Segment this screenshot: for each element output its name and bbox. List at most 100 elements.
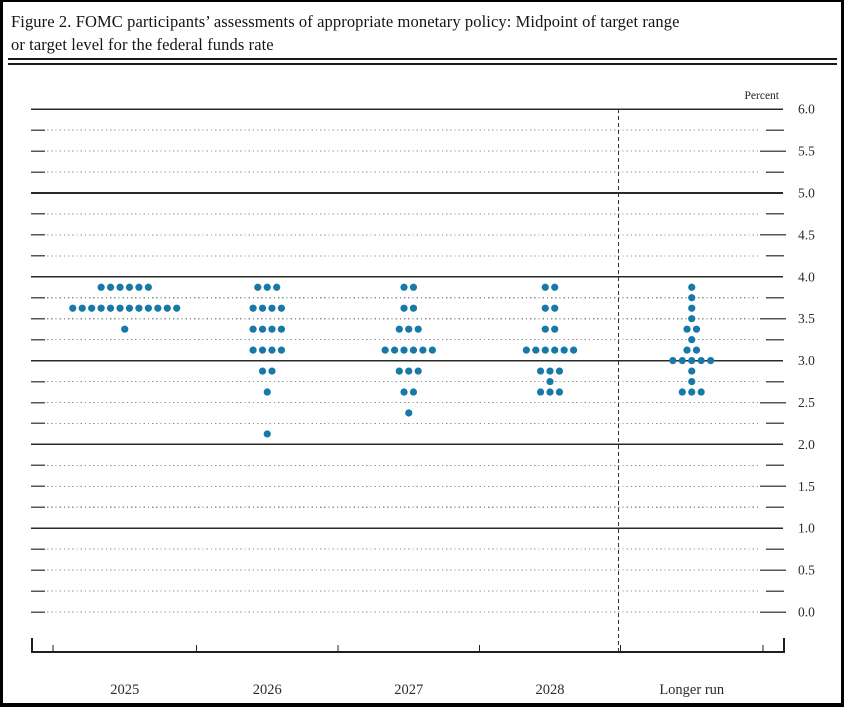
projection-dot <box>546 388 554 396</box>
projection-dot <box>249 304 257 312</box>
x-axis-category-label: 2027 <box>394 682 423 698</box>
projection-dot <box>419 346 427 354</box>
y-axis-label: 4.5 <box>798 227 815 242</box>
projection-dot <box>405 409 413 417</box>
projection-dot <box>697 357 705 365</box>
y-axis-label: 3.0 <box>798 353 815 368</box>
projection-dot <box>144 283 152 291</box>
projection-dot <box>258 325 267 333</box>
projection-dot <box>522 346 530 354</box>
y-axis-label: 0.0 <box>798 605 815 620</box>
projection-dot <box>258 304 267 312</box>
y-axis-label: 5.0 <box>798 186 815 201</box>
projection-dot <box>97 304 105 312</box>
y-axis-unit-label: Percent <box>744 90 779 102</box>
projection-dot <box>277 304 286 312</box>
projection-dot <box>551 325 559 333</box>
projection-dot <box>400 346 408 354</box>
projection-dot <box>541 325 549 333</box>
projection-dot <box>688 294 696 302</box>
projection-dot <box>277 346 286 354</box>
projection-dot <box>277 325 286 333</box>
projection-dot <box>116 283 124 291</box>
projection-dot <box>249 325 257 333</box>
projection-dot <box>555 388 564 396</box>
projection-dot <box>546 367 554 375</box>
projection-dot <box>69 304 77 312</box>
projection-dot <box>395 367 403 375</box>
x-axis <box>31 638 785 653</box>
projection-dot <box>688 377 696 386</box>
projection-dot <box>683 325 691 333</box>
y-axis-label: 1.5 <box>798 479 815 494</box>
projection-dot <box>258 367 267 375</box>
projection-dot <box>116 304 124 312</box>
projection-dot <box>560 346 568 354</box>
projection-dot <box>106 304 115 312</box>
projection-dot <box>669 357 677 365</box>
y-axis-label: 3.5 <box>798 311 815 326</box>
projection-dot <box>536 388 545 396</box>
projection-dot <box>263 388 271 396</box>
projection-dot <box>135 304 143 312</box>
projection-dot <box>173 304 181 312</box>
projection-dot <box>555 367 564 375</box>
y-axis-label: 4.0 <box>798 269 815 284</box>
projection-dot <box>428 346 436 354</box>
projection-dot <box>249 346 257 354</box>
y-axis-label: 2.5 <box>798 395 815 410</box>
projection-dot <box>541 346 549 354</box>
projection-dot <box>688 336 696 344</box>
projection-dot <box>414 367 422 375</box>
projection-dot <box>268 367 276 375</box>
projection-dot <box>707 357 715 365</box>
projection-dot <box>551 283 559 291</box>
title-divider-rule <box>8 58 837 65</box>
projection-dot <box>546 377 554 386</box>
projection-dot <box>268 346 276 354</box>
projection-dot <box>263 283 271 291</box>
projection-dot <box>390 346 399 354</box>
projection-dot <box>88 304 96 312</box>
x-axis-category-label: 2028 <box>536 682 565 698</box>
projection-dot <box>400 283 408 291</box>
projection-dot <box>258 346 267 354</box>
projection-dot <box>678 357 686 365</box>
projection-dot <box>121 325 129 333</box>
figure-title-line1: Figure 2. FOMC participants’ assessments… <box>11 12 680 31</box>
projection-dot <box>536 367 545 375</box>
projection-dot <box>688 357 696 365</box>
projection-dot <box>541 283 549 291</box>
projection-dot <box>381 346 389 354</box>
projection-dot <box>683 346 691 354</box>
projection-dot <box>697 388 705 396</box>
dot-plot-chart: 6.0 5.5 5.0 4.5 4.0 3.5 3.0 2.5 2.0 1.5 1.0 0.5 0.0 2… <box>31 102 815 698</box>
projection-dot <box>678 388 686 396</box>
projection-dot <box>400 304 408 312</box>
projection-dot <box>541 304 549 312</box>
projection-dot <box>688 367 696 375</box>
x-axis-category-label: Longer run <box>659 682 725 698</box>
projection-dot <box>268 325 276 333</box>
projection-dot <box>532 346 540 354</box>
figure-title: Figure 2. FOMC participants’ assessments… <box>11 10 821 56</box>
projection-dot <box>409 346 418 354</box>
projection-dot <box>405 367 413 375</box>
projection-dot <box>688 315 696 323</box>
y-axis-label: 6.0 <box>798 102 815 117</box>
projection-dot <box>254 283 262 291</box>
projection-dot <box>268 304 276 312</box>
projection-dot <box>97 283 105 291</box>
projection-dot <box>263 430 271 438</box>
projection-dot <box>409 388 418 396</box>
x-axis-category-label: 2025 <box>110 682 139 698</box>
projection-dot <box>125 283 134 291</box>
projection-dot <box>154 304 162 312</box>
projection-dot <box>400 388 408 396</box>
projection-dot <box>163 304 171 312</box>
projection-dot <box>570 346 578 354</box>
figure-title-line2: or target level for the federal funds ra… <box>11 35 274 54</box>
projection-dot <box>551 304 559 312</box>
projection-dot <box>688 283 696 291</box>
